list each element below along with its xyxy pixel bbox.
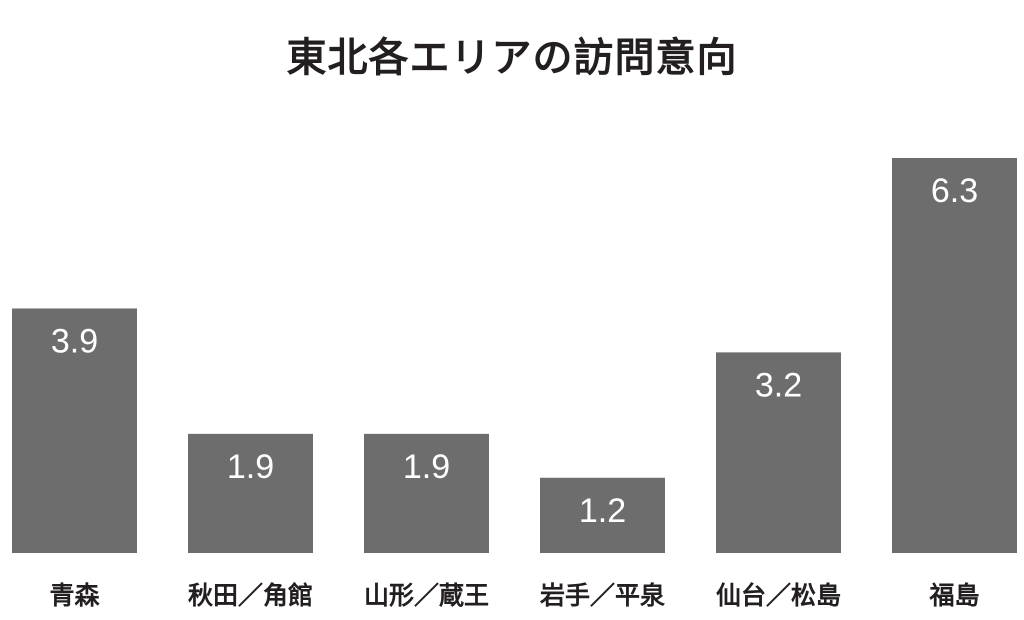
chart-title: 東北各エリアの訪問意向 (286, 35, 738, 81)
category-label-3: 岩手／平泉 (539, 581, 665, 610)
category-label-0: 青森 (49, 581, 100, 610)
category-label-5: 福島 (928, 581, 979, 610)
bar-4 (716, 352, 841, 553)
value-label-1: 1.9 (227, 448, 274, 486)
bar-2 (364, 433, 489, 553)
value-label-5: 6.3 (931, 172, 978, 210)
value-label-3: 1.2 (579, 492, 626, 530)
bar-1 (188, 433, 313, 553)
category-label-2: 山形／蔵王 (364, 581, 489, 610)
bar-5 (892, 158, 1017, 553)
value-label-4: 3.2 (755, 366, 802, 404)
bar-3 (540, 477, 665, 553)
value-label-0: 3.9 (51, 322, 98, 360)
category-label-1: 秋田／角館 (188, 581, 313, 610)
category-label-4: 仙台／松島 (716, 581, 841, 610)
value-label-2: 1.9 (403, 448, 450, 486)
bar-0 (12, 308, 137, 553)
